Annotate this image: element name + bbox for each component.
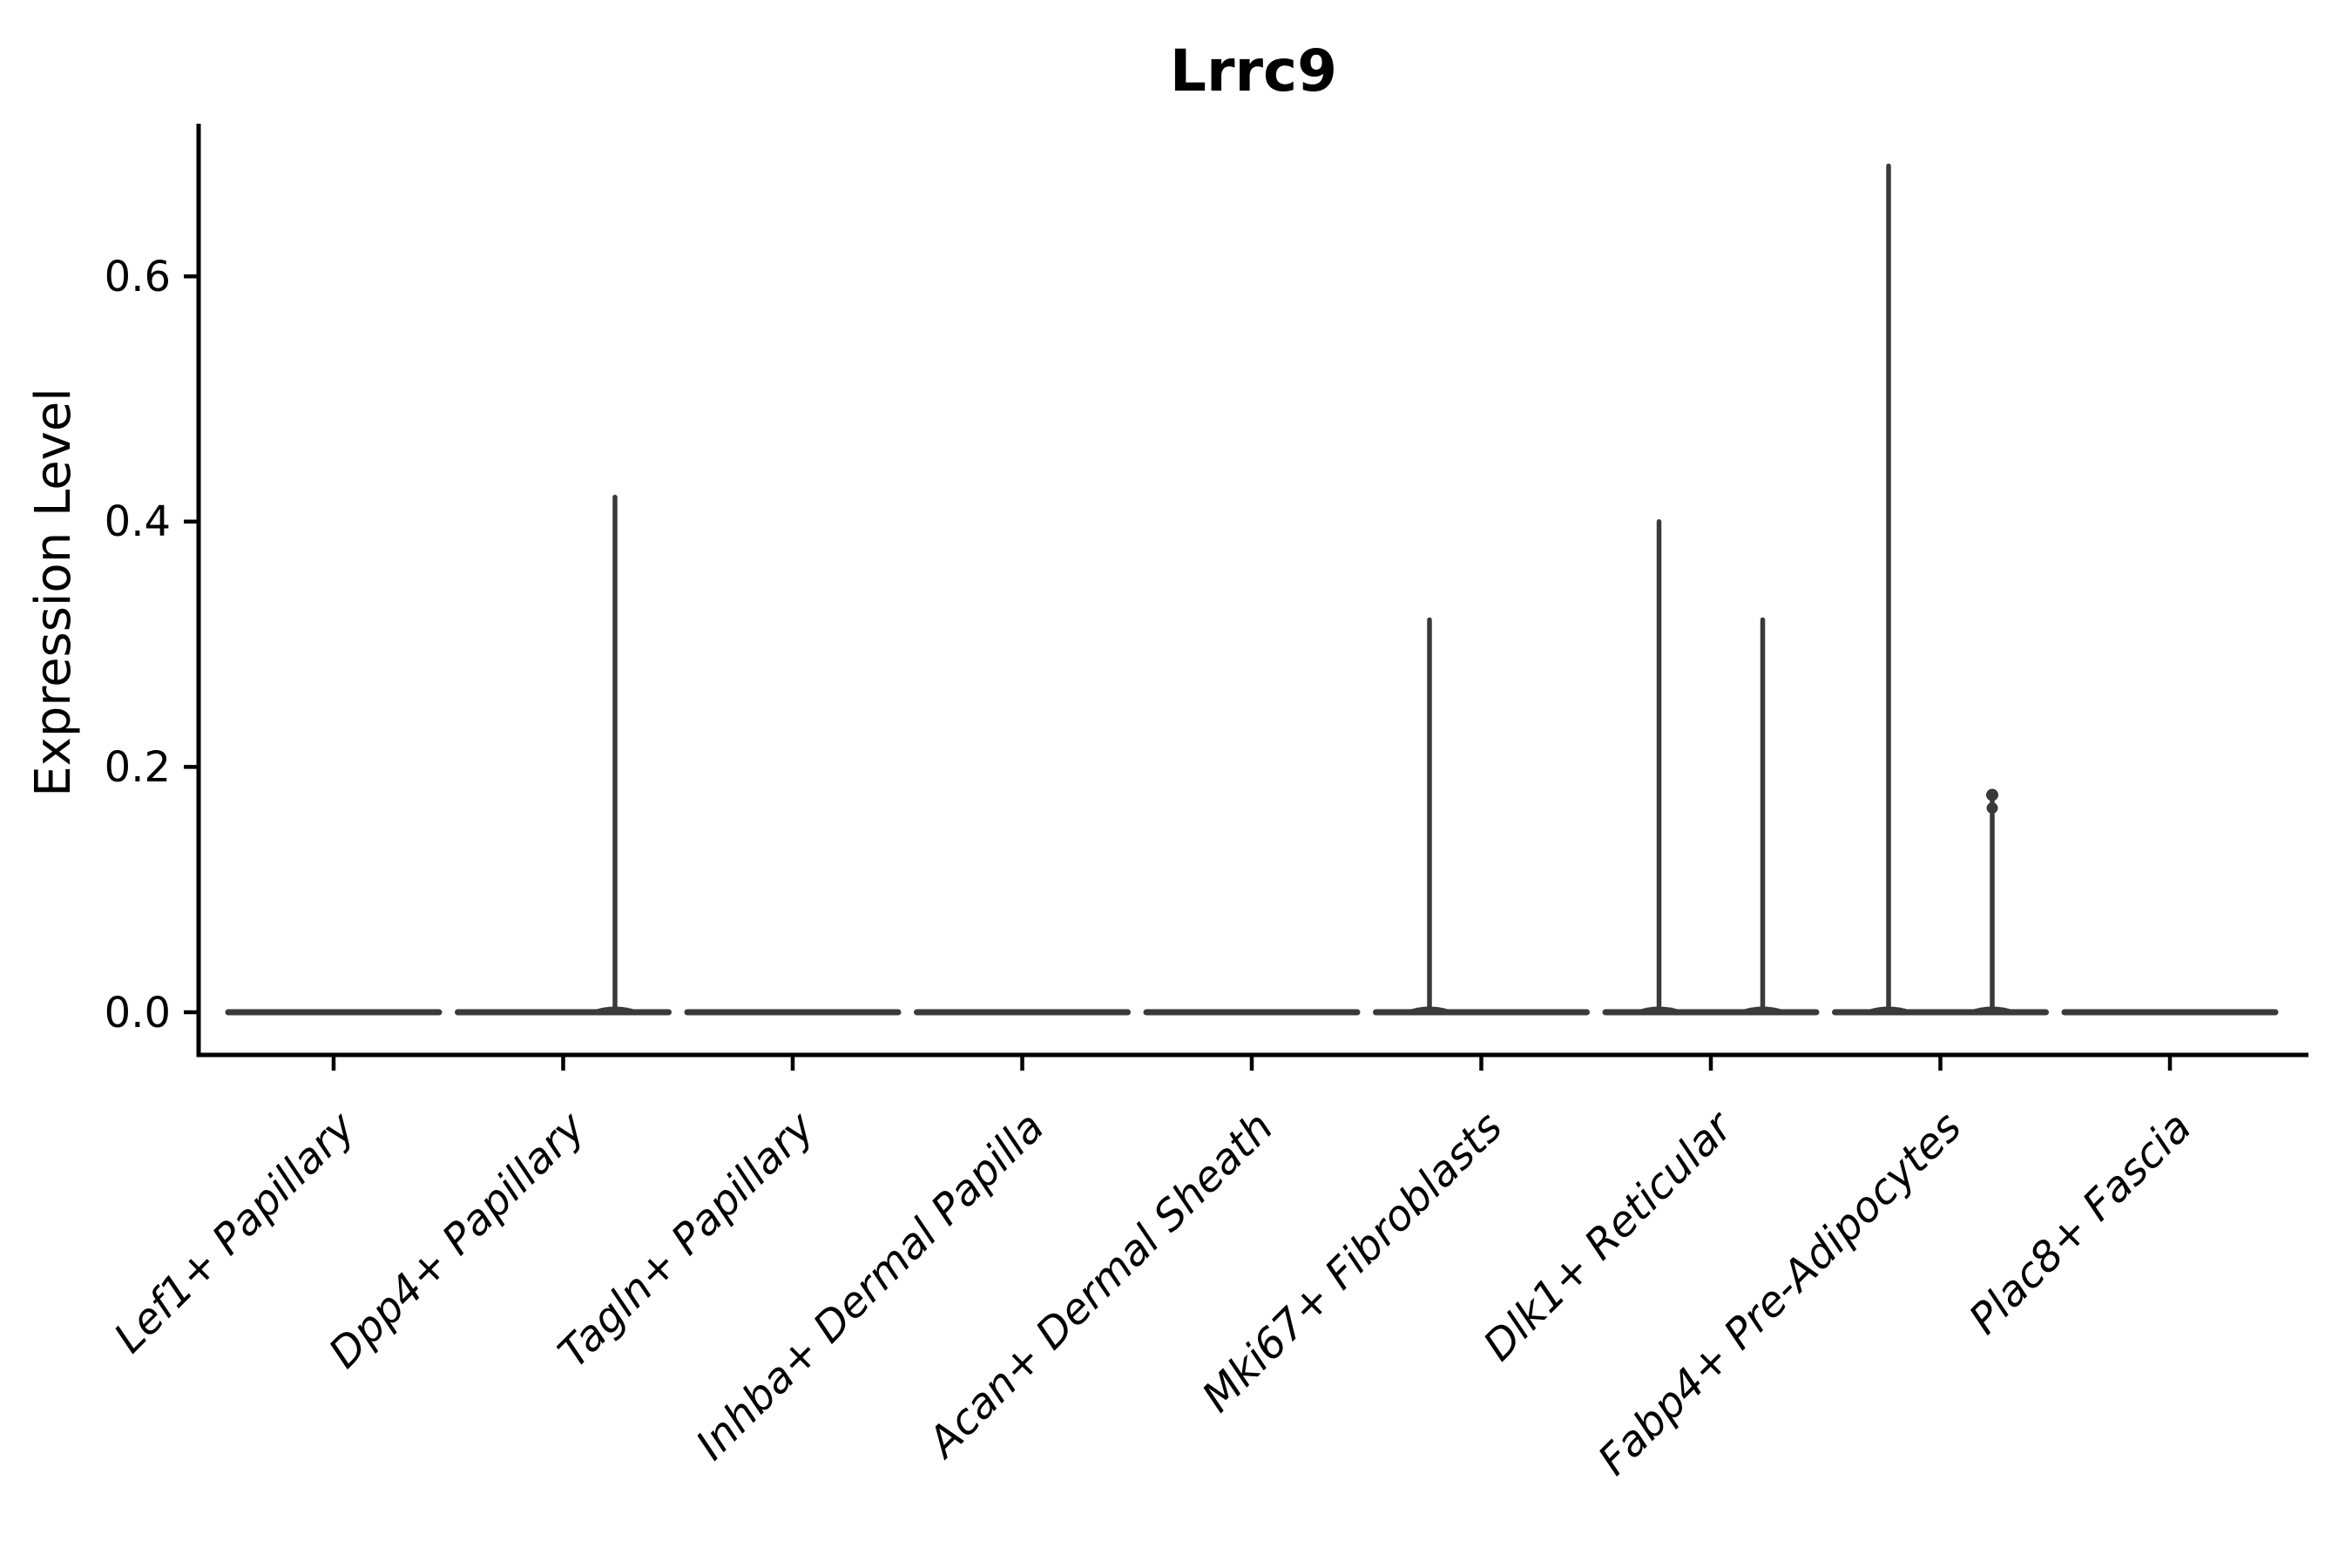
y-tick-label-1: 0.2 xyxy=(105,743,171,792)
violin-spike-knob-7-1-b xyxy=(1986,802,1998,814)
chart-title: Lrrc9 xyxy=(1170,37,1337,105)
ticks-layer xyxy=(184,274,2173,1071)
x-tick-label-fabp4-pre-adipocytes: Fabp4+ Pre-Adipocytes xyxy=(1589,1103,1971,1485)
x-tick-label-tagln-papillary: Tagln+ Papillary xyxy=(549,1102,824,1377)
x-tick-label-dpp4-papillary: Dpp4+ Papillary xyxy=(320,1102,595,1377)
violins-layer xyxy=(225,163,2279,1016)
x-tick-label-plac8-fascia: Plac8+ Fascia xyxy=(1960,1103,2201,1344)
x-tick-label-dlk1-reticular: Dlk1+ Reticular xyxy=(1474,1101,1744,1371)
y-tick-label-3: 0.6 xyxy=(105,253,171,301)
y-tick-label-2: 0.4 xyxy=(105,497,171,546)
x-tick-label-lef1-papillary: Lef1+ Papillary xyxy=(105,1102,365,1362)
y-tick-labels: 0.0 0.2 0.4 0.6 xyxy=(105,253,171,1037)
x-tick-labels: Lef1+ Papillary Dpp4+ Papillary Tagln+ P… xyxy=(105,1101,2200,1485)
y-tick-label-0: 0.0 xyxy=(105,989,171,1037)
y-axis-label: Expression Level xyxy=(25,388,82,797)
violin-spike-knob-7-1-a xyxy=(1986,788,1998,801)
